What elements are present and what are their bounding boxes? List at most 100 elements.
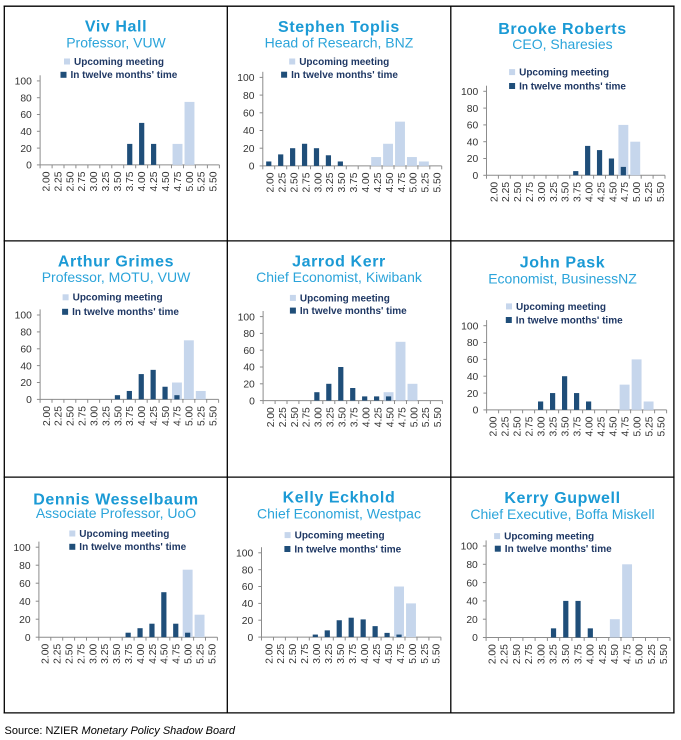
svg-text:100: 100 bbox=[15, 311, 32, 322]
svg-text:2.25: 2.25 bbox=[501, 416, 512, 436]
svg-text:40: 40 bbox=[19, 597, 31, 608]
svg-text:80: 80 bbox=[20, 93, 32, 104]
svg-text:3.75: 3.75 bbox=[125, 171, 136, 191]
svg-text:3.00: 3.00 bbox=[312, 643, 323, 663]
svg-text:In twelve months' time: In twelve months' time bbox=[300, 306, 407, 317]
svg-text:5.00: 5.00 bbox=[185, 171, 196, 191]
svg-text:3.00: 3.00 bbox=[89, 171, 100, 191]
svg-text:60: 60 bbox=[243, 109, 255, 120]
svg-text:3.25: 3.25 bbox=[549, 644, 560, 664]
svg-text:Kelly Eckhold: Kelly Eckhold bbox=[283, 490, 396, 507]
svg-text:3.50: 3.50 bbox=[112, 644, 123, 664]
svg-text:Upcoming meeting: Upcoming meeting bbox=[300, 293, 390, 304]
svg-text:2.50: 2.50 bbox=[65, 171, 76, 191]
svg-text:3.25: 3.25 bbox=[100, 644, 111, 664]
svg-text:4.00: 4.00 bbox=[361, 172, 372, 192]
svg-text:5.50: 5.50 bbox=[209, 406, 220, 426]
svg-text:80: 80 bbox=[466, 560, 478, 571]
svg-text:4.75: 4.75 bbox=[396, 643, 407, 663]
svg-text:In twelve months' time: In twelve months' time bbox=[516, 315, 623, 326]
svg-text:Chief Economist, Westpac: Chief Economist, Westpac bbox=[257, 505, 421, 521]
svg-text:20: 20 bbox=[467, 154, 479, 165]
svg-text:5.25: 5.25 bbox=[421, 172, 432, 192]
svg-text:Arthur Grimes: Arthur Grimes bbox=[58, 253, 174, 270]
svg-text:3.75: 3.75 bbox=[349, 172, 360, 192]
svg-text:20: 20 bbox=[242, 616, 254, 627]
svg-text:0: 0 bbox=[249, 396, 255, 407]
svg-text:20: 20 bbox=[466, 615, 478, 626]
svg-text:Upcoming meeting: Upcoming meeting bbox=[516, 302, 606, 313]
svg-text:Upcoming meeting: Upcoming meeting bbox=[79, 529, 169, 540]
svg-text:4.50: 4.50 bbox=[385, 407, 396, 427]
svg-text:4.75: 4.75 bbox=[397, 407, 408, 427]
svg-text:4.50: 4.50 bbox=[161, 171, 172, 191]
svg-text:4.25: 4.25 bbox=[373, 407, 384, 427]
svg-text:3.75: 3.75 bbox=[573, 644, 584, 664]
svg-text:0: 0 bbox=[472, 171, 478, 182]
svg-text:In twelve months' time: In twelve months' time bbox=[519, 81, 626, 92]
svg-text:Upcoming meeting: Upcoming meeting bbox=[299, 57, 389, 68]
svg-text:5.00: 5.00 bbox=[632, 182, 643, 202]
svg-text:2.75: 2.75 bbox=[77, 171, 88, 191]
svg-text:4.50: 4.50 bbox=[609, 416, 620, 436]
svg-text:Source: NZIER Monetary Policy: Source: NZIER Monetary Policy Shadow Boa… bbox=[5, 725, 236, 737]
svg-text:3.00: 3.00 bbox=[313, 172, 324, 192]
svg-text:0: 0 bbox=[249, 162, 255, 173]
svg-text:5.00: 5.00 bbox=[185, 406, 196, 426]
svg-text:5.00: 5.00 bbox=[635, 644, 646, 664]
svg-text:3.25: 3.25 bbox=[324, 643, 335, 663]
svg-text:3.75: 3.75 bbox=[125, 406, 136, 426]
svg-text:5.00: 5.00 bbox=[409, 172, 420, 192]
svg-text:40: 40 bbox=[243, 363, 255, 374]
svg-text:4.75: 4.75 bbox=[173, 406, 184, 426]
svg-text:2.50: 2.50 bbox=[66, 406, 77, 426]
svg-text:3.00: 3.00 bbox=[88, 644, 99, 664]
svg-text:4.25: 4.25 bbox=[373, 172, 384, 192]
svg-text:Chief Economist, Kiwibank: Chief Economist, Kiwibank bbox=[256, 269, 423, 285]
svg-text:4.50: 4.50 bbox=[161, 406, 172, 426]
svg-text:In twelve months' time: In twelve months' time bbox=[79, 542, 186, 553]
svg-text:2.75: 2.75 bbox=[524, 644, 535, 664]
svg-text:3.25: 3.25 bbox=[549, 182, 560, 202]
svg-text:80: 80 bbox=[242, 565, 254, 576]
svg-text:4.00: 4.00 bbox=[362, 407, 373, 427]
svg-text:20: 20 bbox=[20, 144, 32, 155]
svg-text:2.50: 2.50 bbox=[512, 644, 523, 664]
svg-text:2.25: 2.25 bbox=[276, 643, 287, 663]
svg-text:3.50: 3.50 bbox=[561, 644, 572, 664]
svg-text:40: 40 bbox=[242, 599, 254, 610]
svg-text:60: 60 bbox=[466, 578, 478, 589]
svg-text:100: 100 bbox=[237, 73, 254, 84]
svg-text:2.00: 2.00 bbox=[487, 644, 498, 664]
svg-text:2.50: 2.50 bbox=[289, 172, 300, 192]
svg-text:3.50: 3.50 bbox=[561, 416, 572, 436]
svg-text:20: 20 bbox=[243, 144, 255, 155]
svg-text:100: 100 bbox=[236, 549, 253, 560]
svg-text:4.25: 4.25 bbox=[372, 643, 383, 663]
svg-text:2.00: 2.00 bbox=[266, 172, 277, 192]
svg-text:Associate Professor, UoO: Associate Professor, UoO bbox=[36, 505, 196, 521]
svg-text:2.50: 2.50 bbox=[513, 182, 524, 202]
svg-text:3.00: 3.00 bbox=[314, 407, 325, 427]
svg-text:5.50: 5.50 bbox=[659, 644, 670, 664]
svg-text:4.00: 4.00 bbox=[585, 416, 596, 436]
svg-text:3.25: 3.25 bbox=[549, 416, 560, 436]
svg-text:3.75: 3.75 bbox=[573, 416, 584, 436]
svg-text:5.50: 5.50 bbox=[657, 416, 668, 436]
svg-text:100: 100 bbox=[238, 312, 255, 323]
svg-text:Kerry Gupwell: Kerry Gupwell bbox=[504, 490, 620, 507]
svg-text:100: 100 bbox=[15, 77, 32, 88]
svg-text:5.25: 5.25 bbox=[420, 643, 431, 663]
svg-text:4.50: 4.50 bbox=[160, 644, 171, 664]
svg-text:2.00: 2.00 bbox=[42, 406, 53, 426]
svg-text:80: 80 bbox=[467, 338, 479, 349]
svg-text:Viv Hall: Viv Hall bbox=[85, 19, 147, 36]
svg-text:3.75: 3.75 bbox=[348, 643, 359, 663]
svg-text:60: 60 bbox=[467, 355, 479, 366]
svg-text:5.00: 5.00 bbox=[184, 644, 195, 664]
svg-text:2.25: 2.25 bbox=[54, 406, 65, 426]
svg-text:0: 0 bbox=[26, 161, 32, 172]
svg-text:20: 20 bbox=[243, 380, 255, 391]
svg-text:2.50: 2.50 bbox=[288, 643, 299, 663]
svg-text:4.25: 4.25 bbox=[148, 644, 159, 664]
